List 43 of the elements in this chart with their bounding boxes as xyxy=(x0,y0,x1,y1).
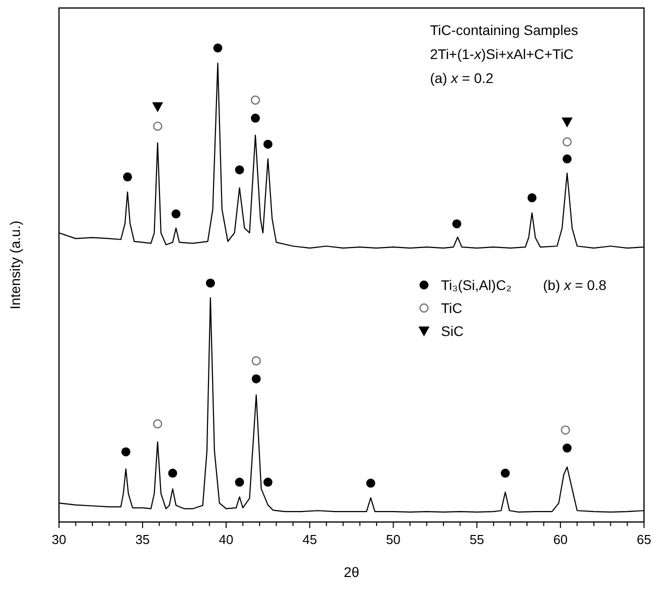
point xyxy=(213,44,222,52)
point xyxy=(562,444,572,453)
x-tick-label: 60 xyxy=(553,532,568,547)
point xyxy=(168,468,178,478)
point xyxy=(153,419,162,428)
point xyxy=(452,219,462,228)
point xyxy=(562,154,572,164)
point xyxy=(500,468,510,478)
x-tick-label: 30 xyxy=(52,532,66,547)
point xyxy=(366,478,376,488)
point xyxy=(562,137,572,146)
point xyxy=(206,278,215,288)
x-axis-title: 2θ xyxy=(344,564,360,580)
point xyxy=(252,374,261,384)
legend-label: SiC xyxy=(441,323,464,339)
point xyxy=(250,96,260,105)
point xyxy=(121,447,130,456)
point xyxy=(562,117,573,128)
legend-label: Ti₃(Si,Al)C₂ xyxy=(441,277,512,293)
x-tick-label: 55 xyxy=(470,532,484,547)
point xyxy=(235,165,244,174)
annotation: (a) x = 0.2 xyxy=(430,70,494,86)
point xyxy=(263,478,272,487)
x-tick-label: 65 xyxy=(636,532,652,547)
y-axis-title: Intensity (a.u.) xyxy=(7,220,23,310)
point xyxy=(560,425,570,435)
point xyxy=(153,122,162,131)
point xyxy=(235,478,244,487)
point xyxy=(252,356,261,366)
point xyxy=(528,193,537,202)
point xyxy=(123,172,132,182)
x-tick-label: 40 xyxy=(218,532,234,547)
x-tick-label: 50 xyxy=(386,532,401,547)
point xyxy=(172,209,180,218)
point xyxy=(250,114,260,123)
text: TiC-containing Samples xyxy=(430,22,578,38)
annotation: (b) x = 0.8 xyxy=(543,277,607,293)
x-tick-label: 45 xyxy=(302,532,317,547)
legend-label: TiC xyxy=(441,300,462,316)
point xyxy=(152,102,164,112)
annotation: 2Ti+(1-x)Si+xAl+C+TiC xyxy=(430,46,574,62)
x-tick-label: 35 xyxy=(135,532,150,547)
point xyxy=(263,140,272,149)
